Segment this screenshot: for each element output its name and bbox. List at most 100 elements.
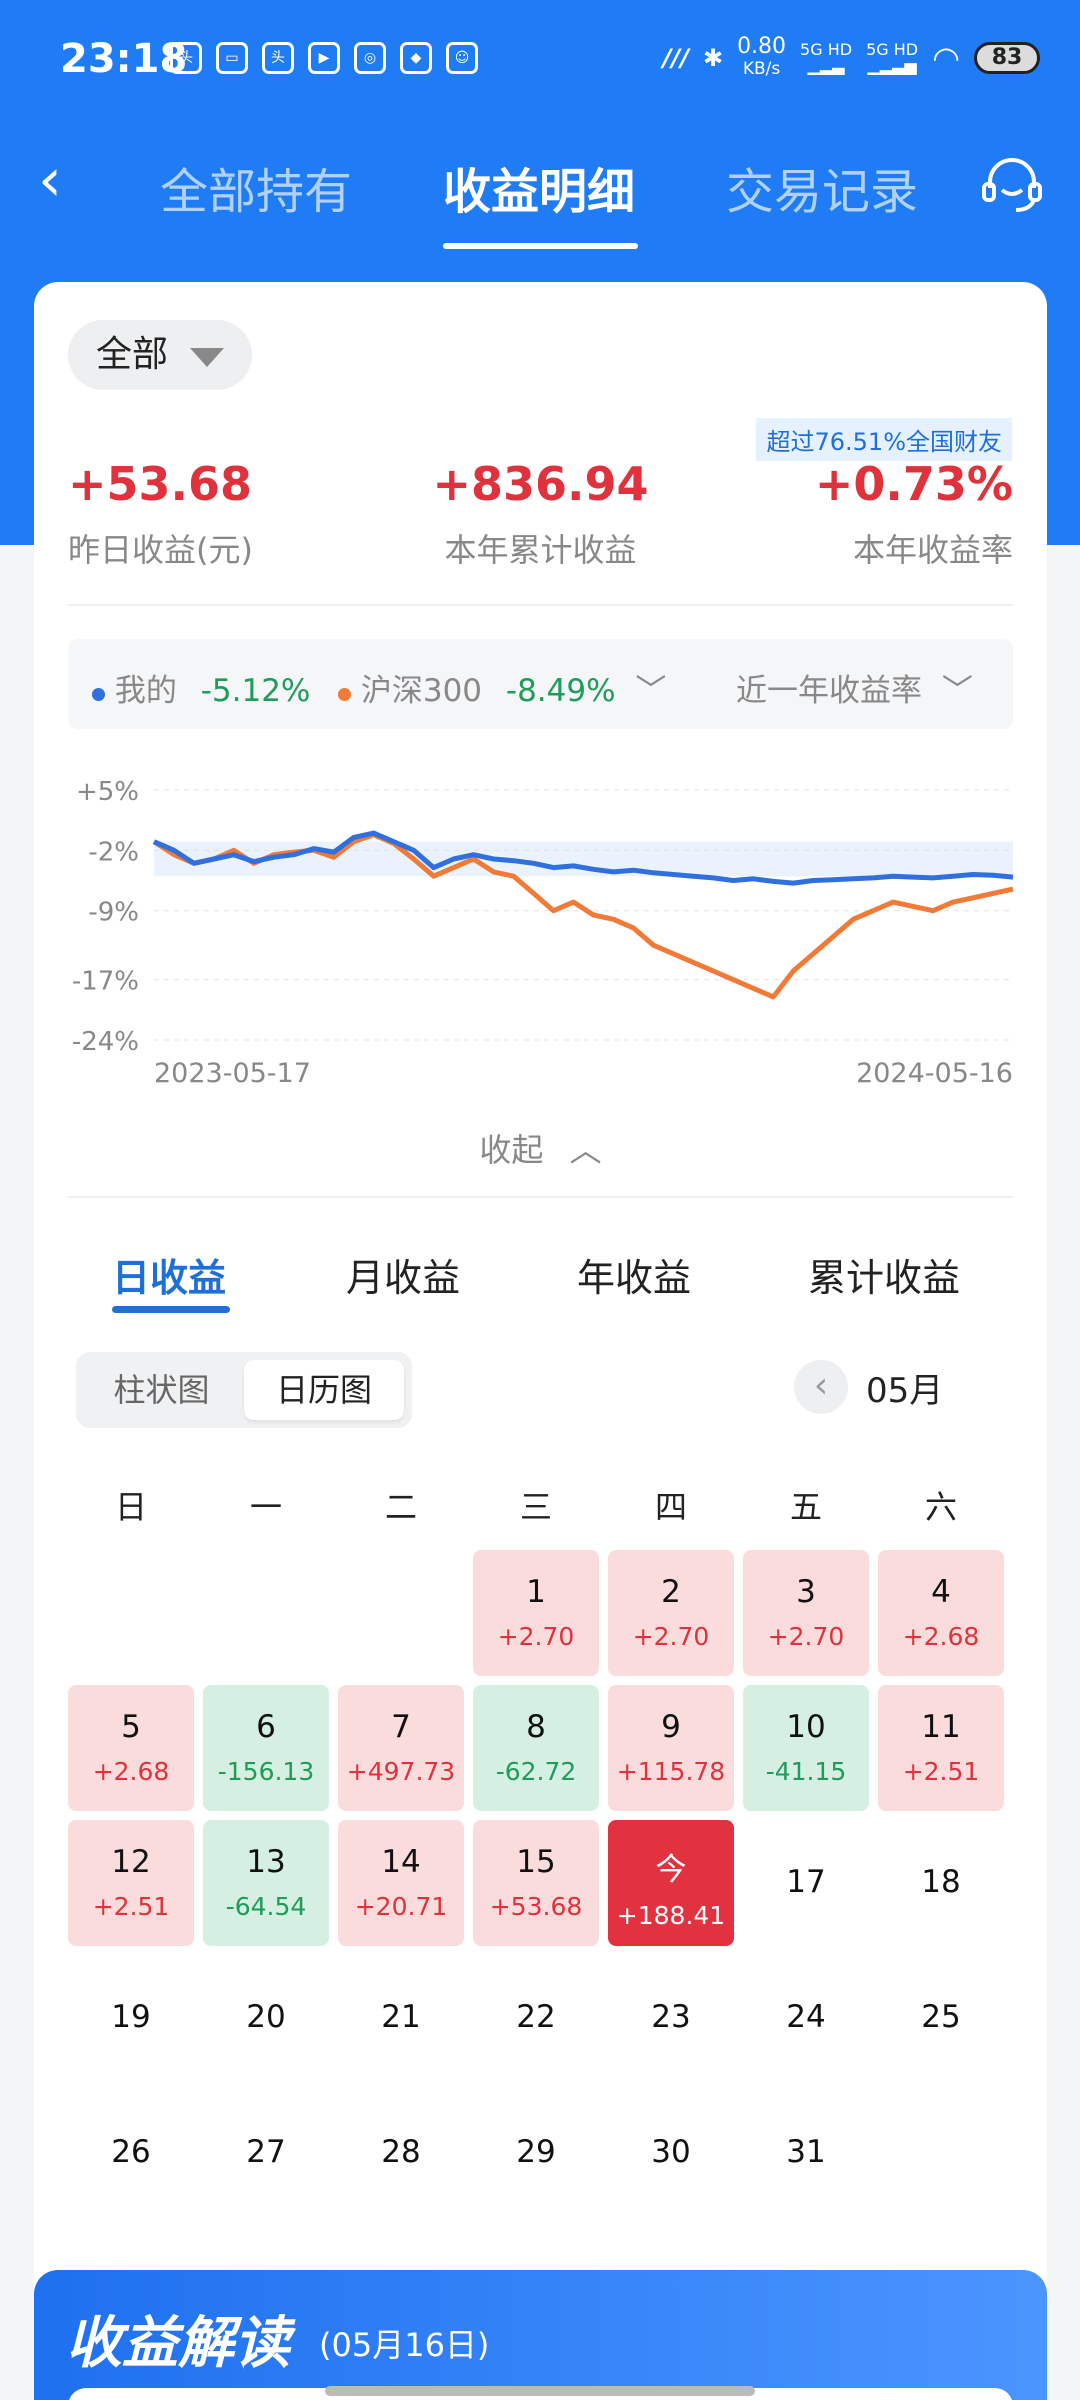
calendar-day[interactable]: 29	[473, 2090, 599, 2216]
x-tick-label: 2024-05-16	[856, 1058, 1013, 1089]
back-icon[interactable]: ‹	[38, 145, 62, 215]
calendar-day[interactable]: 12 +2.51	[68, 1820, 194, 1946]
calendar-day-profit: -62.72	[495, 1757, 577, 1786]
subtab-monthly[interactable]: 月收益	[346, 1256, 461, 1300]
calendar-day-profit: +115.78	[616, 1757, 726, 1786]
calendar-day[interactable]: 13 -64.54	[203, 1820, 329, 1946]
status-time: 23:18	[60, 36, 188, 82]
tab-holdings[interactable]: 全部持有	[160, 164, 353, 220]
calendar-day-number: 17	[786, 1864, 826, 1900]
signal-bars-icon: ▁▂▃	[807, 56, 845, 75]
customer-service-icon[interactable]	[980, 152, 1044, 216]
account-filter-dropdown[interactable]: 全部	[68, 320, 252, 390]
tab-profit-detail[interactable]: 收益明细	[443, 164, 636, 220]
prev-month-icon[interactable]: ‹	[794, 1360, 848, 1414]
stat-value: +836.94	[432, 457, 649, 511]
calendar-day-profit: +2.51	[92, 1892, 170, 1921]
calendar-day[interactable]: 11 +2.51	[878, 1685, 1004, 1811]
calendar-day[interactable]: 今 +188.41	[608, 1820, 734, 1946]
stat-value: +0.73%	[814, 457, 1013, 511]
weekday-label: 三	[519, 1488, 552, 1526]
calendar-day-number: 1	[526, 1574, 546, 1610]
weekday-label: 一	[249, 1488, 282, 1526]
calendar-day-number: 7	[391, 1709, 411, 1745]
calendar-day-number: 21	[381, 1999, 421, 2035]
y-tick-label: +5%	[76, 777, 139, 807]
weekday-label: 日	[114, 1488, 147, 1526]
stat-year-total: +836.94 本年累计收益	[34, 457, 1047, 571]
top-nav: ‹ 全部持有 收益明细 交易记录	[0, 130, 1080, 250]
dropdown-triangle-icon	[190, 348, 224, 367]
calendar-day-profit: +2.68	[902, 1622, 980, 1651]
subtab-daily[interactable]: 日收益	[112, 1256, 227, 1300]
calendar-day-number: 今	[655, 1852, 687, 1888]
calendar-day[interactable]: 5 +2.68	[68, 1685, 194, 1811]
wallet-app-icon: ▭	[216, 42, 248, 74]
interpretation-title: 收益解读	[66, 2311, 290, 2376]
legend-dot-mine	[92, 688, 105, 701]
calendar-day-number: 30	[651, 2134, 691, 2170]
calendar-day-number: 5	[121, 1709, 141, 1745]
calendar-day[interactable]: 1 +2.70	[473, 1550, 599, 1676]
calendar-day-number: 25	[921, 1999, 961, 2035]
period-selector[interactable]: 近一年收益率 ﹀	[736, 673, 973, 709]
calendar-day[interactable]: 4 +2.68	[878, 1550, 1004, 1676]
weekday-label: 六	[924, 1488, 957, 1526]
calendar-day-number: 26	[111, 2134, 151, 2170]
calendar-day[interactable]: 18	[878, 1820, 1004, 1946]
calendar-day-number: 24	[786, 1999, 826, 2035]
video-app-icon: ▶	[308, 42, 340, 74]
calendar-day-number: 23	[651, 1999, 691, 2035]
subtab-cumulative[interactable]: 累计收益	[808, 1256, 961, 1300]
calendar-day[interactable]: 8 -62.72	[473, 1685, 599, 1811]
calendar-day[interactable]: 7 +497.73	[338, 1685, 464, 1811]
calendar-day-number: 6	[256, 1709, 276, 1745]
calendar-day-number: 29	[516, 2134, 556, 2170]
series-line	[153, 830, 1014, 886]
y-tick-label: -17%	[72, 967, 139, 997]
calendar-day[interactable]: 9 +115.78	[608, 1685, 734, 1811]
calendar-day[interactable]: 2 +2.70	[608, 1550, 734, 1676]
status-right: /// ✱ 0.80 KB/s 5G HD ▁▂▃ 5G HD ▁▂▃▅ ◠ 8…	[663, 36, 1040, 80]
calendar-day[interactable]: 19	[68, 1955, 194, 2081]
calendar-day-number: 8	[526, 1709, 546, 1745]
calendar-day[interactable]: 20	[203, 1955, 329, 2081]
calendar-day-number: 28	[381, 2134, 421, 2170]
calendar-day[interactable]: 6 -156.13	[203, 1685, 329, 1811]
calendar-day-number: 22	[516, 1999, 556, 2035]
subtab-yearly[interactable]: 年收益	[577, 1256, 692, 1300]
chart-legend-bar: 我的 -5.12% 沪深300 -8.49% ﹀ 近一年收益率 ﹀	[68, 639, 1013, 729]
calendar-day-profit: -156.13	[217, 1757, 315, 1786]
calendar-day[interactable]: 3 +2.70	[743, 1550, 869, 1676]
calendar-day[interactable]: 22	[473, 1955, 599, 2081]
calendar-day[interactable]: 26	[68, 2090, 194, 2216]
y-tick-label: -9%	[88, 898, 139, 928]
view-calendar-option[interactable]: 日历图	[244, 1360, 404, 1420]
calendar-day[interactable]: 14 +20.71	[338, 1820, 464, 1946]
profit-card: 全部 超过76.51%全国财友 +53.68 昨日收益(元) +836.94 本…	[34, 282, 1047, 2362]
calendar-day[interactable]: 15 +53.68	[473, 1820, 599, 1946]
legend-mine: 我的 -5.12%	[92, 665, 310, 710]
calendar-day[interactable]: 21	[338, 1955, 464, 2081]
notification-icons: 头 ▭ 头 ▶ ◎ ◆ ☺	[170, 42, 478, 74]
calendar-day[interactable]: 25	[878, 1955, 1004, 2081]
calendar-day-profit: +2.51	[902, 1757, 980, 1786]
calendar-day[interactable]: 17	[743, 1820, 869, 1946]
calendar-day[interactable]: 31	[743, 2090, 869, 2216]
calendar-day[interactable]: 24	[743, 1955, 869, 2081]
calendar-day[interactable]: 23	[608, 1955, 734, 2081]
calendar-day-profit: -41.15	[765, 1757, 847, 1786]
calendar-day[interactable]: 30	[608, 2090, 734, 2216]
view-bar-option[interactable]: 柱状图	[113, 1371, 210, 1409]
collapse-button[interactable]: 收起 ︿	[479, 1131, 602, 1169]
calendar-day[interactable]: 10 -41.15	[743, 1685, 869, 1811]
calendar-day-number: 19	[111, 1999, 151, 2035]
subtab-indicator	[112, 1306, 230, 1313]
calendar-day[interactable]: 27	[203, 2090, 329, 2216]
tab-indicator	[443, 243, 638, 249]
weekday-label: 四	[654, 1488, 687, 1526]
tab-transactions[interactable]: 交易记录	[726, 164, 919, 220]
calendar-day[interactable]: 28	[338, 2090, 464, 2216]
calendar-day-profit: +497.73	[346, 1757, 456, 1786]
legend-benchmark[interactable]: 沪深300 -8.49% ﹀	[338, 665, 666, 710]
